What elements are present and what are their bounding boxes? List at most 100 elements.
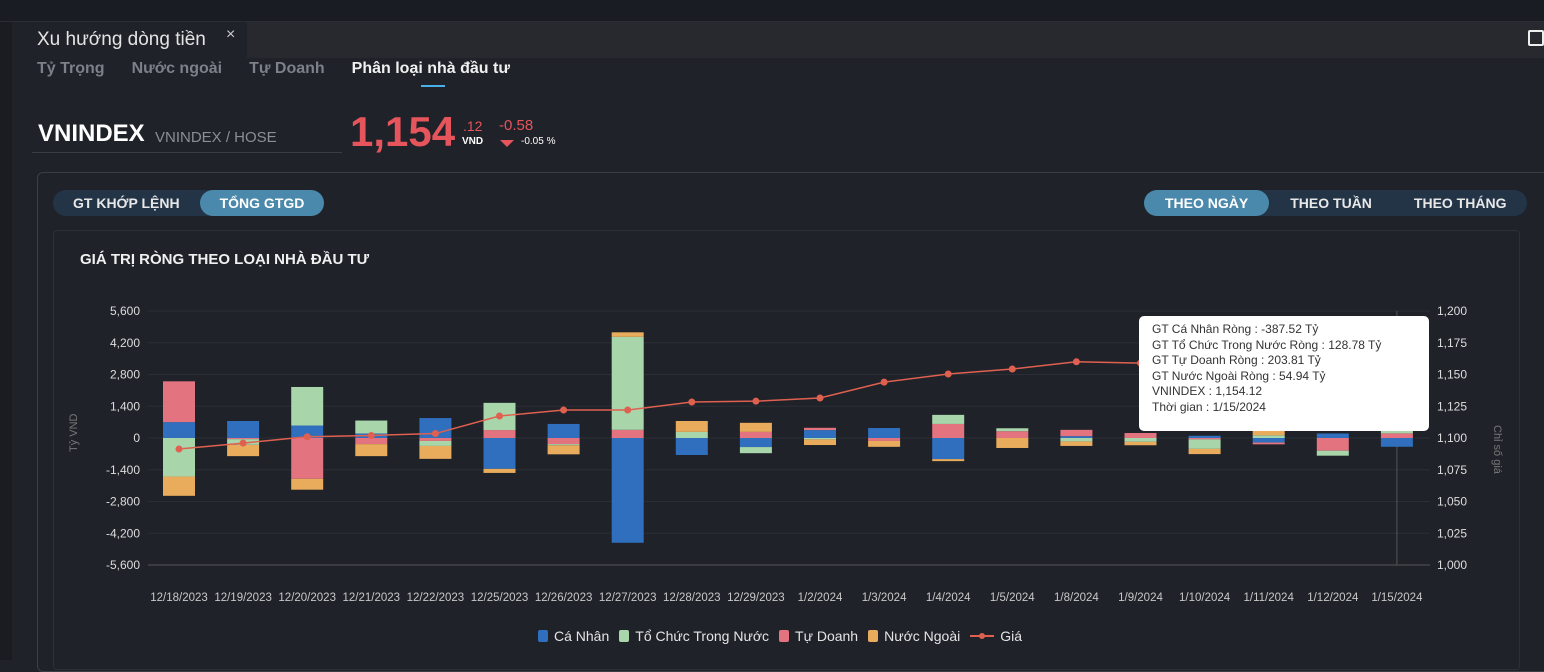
price-point (1008, 365, 1016, 373)
price-change: -0.58 (499, 117, 534, 134)
bar-segment (483, 438, 516, 469)
chart-tooltip: GT Cá Nhân Ròng : -387.52 Tỷ GT Tổ Chức … (1139, 316, 1429, 431)
bar-segment (483, 430, 516, 438)
y-tick-label: 4,200 (110, 336, 140, 350)
bar-segment (1252, 430, 1285, 436)
panel-header (12, 22, 1544, 58)
y-tick-label: 5,600 (110, 304, 140, 318)
tooltip-line: GT Nước Ngoài Ròng : 54.94 Tỷ (1152, 368, 1326, 383)
toggle-theo-tuan[interactable]: THEO TUẦN (1290, 195, 1372, 211)
x-tick-label: 1/10/2024 (1179, 592, 1231, 604)
x-tick-label: 1/11/2024 (1244, 592, 1295, 604)
legend-to-chuc[interactable]: Tổ Chức Trong Nước (619, 628, 769, 644)
bar-segment (996, 438, 1029, 448)
legend-label: Nước Ngoài (884, 628, 961, 644)
y-tick-label: 2,800 (110, 368, 140, 382)
legend-line-icon (970, 633, 995, 639)
x-tick-label: 12/28/2023 (663, 592, 721, 604)
bar-segment (1060, 436, 1093, 438)
price-point (1072, 358, 1080, 366)
tooltip-line: Thời gian : 1/15/2024 (1152, 399, 1266, 414)
y2-tick-label: 1,100 (1437, 431, 1467, 445)
bar-segment (1252, 438, 1285, 443)
y-tick-label: -4,200 (106, 526, 140, 540)
bar-segment (547, 423, 580, 438)
x-tick-label: 12/18/2023 (150, 592, 208, 604)
toggle-tong-gtgd[interactable]: TỔNG GTGD (199, 190, 325, 216)
x-tick-label: 12/19/2023 (214, 592, 272, 604)
bar-segment (227, 438, 260, 440)
bar-segment (932, 414, 965, 424)
x-tick-label: 12/27/2023 (599, 592, 657, 604)
legend-gia[interactable]: Giá (970, 628, 1022, 644)
bar-segment (419, 438, 452, 441)
x-tick-label: 1/4/2024 (926, 592, 971, 604)
bar-segment (1060, 429, 1093, 437)
bar-segment (355, 438, 388, 445)
bar-segment (675, 431, 708, 438)
price-point (880, 378, 888, 386)
close-icon[interactable]: × (226, 26, 236, 43)
x-tick-label: 1/12/2024 (1307, 592, 1359, 604)
ticker-exchange: VNINDEX / HOSE (155, 129, 277, 146)
bar-segment (611, 438, 644, 543)
bar-segment (932, 459, 965, 462)
legend-ca-nhan[interactable]: Cá Nhân (538, 628, 609, 644)
window-tab[interactable]: Xu hướng dòng tiền × (12, 22, 247, 58)
currency: VND (462, 136, 484, 147)
popout-icon[interactable] (1528, 30, 1544, 46)
bar-segment (419, 418, 452, 438)
bar-segment (868, 428, 901, 438)
bar-segment (675, 420, 708, 432)
tab-phan-loai[interactable]: Phân loại nhà đầu tư (351, 60, 510, 87)
bar-segment (675, 438, 708, 456)
x-tick-label: 12/26/2023 (535, 592, 593, 604)
period-toggle: THEO NGÀY THEO TUẦN THEO THÁNG (1144, 190, 1528, 216)
bar-segment (355, 420, 388, 434)
legend-nuoc-ngoai[interactable]: Nước Ngoài (868, 628, 960, 644)
tab-ty-trong[interactable]: Tỷ Trọng (37, 60, 105, 77)
bar-segment (227, 444, 260, 457)
subtabs: Tỷ Trọng Nước ngoài Tự Doanh Phân loại n… (37, 60, 510, 87)
x-tick-label: 1/3/2024 (862, 592, 907, 604)
bar-segment (355, 444, 388, 457)
y2-tick-label: 1,200 (1437, 304, 1467, 318)
y2-tick-label: 1,175 (1437, 336, 1467, 350)
y2-tick-label: 1,000 (1437, 558, 1467, 572)
x-tick-label: 1/8/2024 (1054, 592, 1099, 604)
y-tick-label: -2,800 (106, 495, 140, 509)
divider (32, 152, 342, 153)
legend-swatch (779, 630, 790, 642)
price-decimal: .12 (463, 118, 483, 134)
legend-tu-doanh[interactable]: Tự Doanh (779, 628, 858, 644)
tab-tu-doanh[interactable]: Tự Doanh (249, 60, 325, 77)
y2-tick-label: 1,125 (1437, 399, 1467, 413)
toggle-theo-ngay[interactable]: THEO NGÀY (1144, 190, 1270, 216)
price-point (944, 370, 952, 378)
left-edge (0, 22, 12, 660)
bar-segment (291, 438, 324, 479)
x-tick-label: 12/29/2023 (727, 592, 785, 604)
y-tick-label: -5,600 (106, 558, 140, 572)
bar-segment (804, 438, 836, 440)
toggle-theo-thang[interactable]: THEO THÁNG (1413, 195, 1507, 211)
bar-segment (483, 468, 516, 473)
legend-swatch (538, 630, 548, 642)
ticker-symbol: VNINDEX (38, 120, 145, 147)
bar-segment (1124, 441, 1157, 446)
tab-nuoc-ngoai[interactable]: Nước ngoài (131, 60, 223, 77)
bar-segment (1252, 442, 1285, 445)
toggle-gt-khop-lenh[interactable]: GT KHỚP LỆNH (73, 195, 180, 211)
bar-segment (1188, 439, 1221, 449)
bar-segment (227, 420, 260, 438)
price-point (431, 430, 439, 438)
x-tick-label: 12/22/2023 (407, 592, 465, 604)
x-tick-label: 12/21/2023 (343, 592, 401, 604)
y2-tick-label: 1,050 (1437, 495, 1467, 509)
bar-segment (547, 445, 580, 455)
bar-segment (868, 440, 901, 447)
bar-segment (868, 438, 901, 441)
bar-segment (996, 431, 1029, 438)
x-tick-label: 1/2/2024 (798, 592, 843, 604)
